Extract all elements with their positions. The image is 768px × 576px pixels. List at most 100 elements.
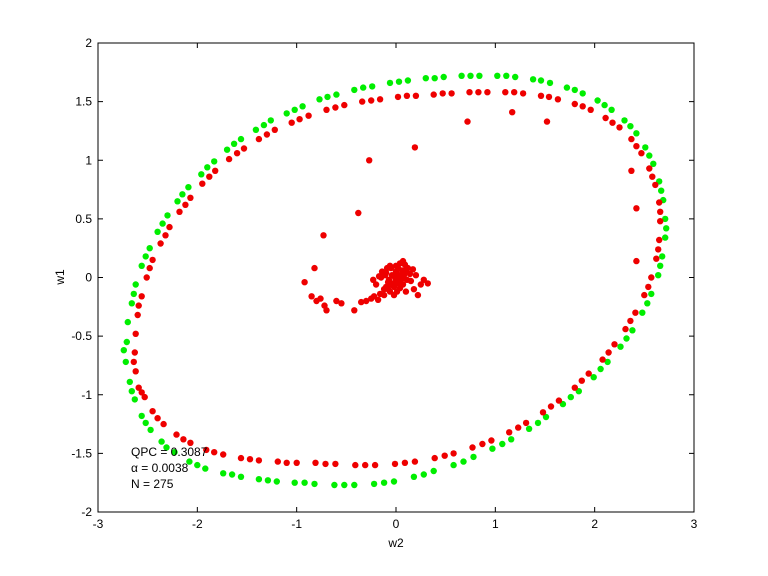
x-tick-label: 3 [691,517,698,531]
data-point [122,358,129,366]
data-point [128,300,135,307]
x-tick-label: -1 [291,517,302,531]
data-point [371,461,379,469]
data-point [464,118,471,125]
data-point [374,296,382,303]
data-point [604,358,611,366]
x-axis: -3 -2 -1 0 1 2 3 [93,43,698,531]
data-point [403,276,411,283]
data-point [386,79,394,87]
data-point [440,73,447,81]
data-point [420,471,427,478]
data-point [571,100,578,108]
data-point [644,300,651,307]
data-point [204,164,211,171]
data-point [211,158,218,165]
data-point [185,184,192,191]
data-point [180,436,187,443]
data-point [376,290,384,298]
data-point [182,201,189,208]
data-point [322,460,329,468]
data-point [633,205,640,212]
data-point [203,446,210,454]
data-point [359,98,366,105]
data-point [223,146,231,153]
annotation-n: N = 275 [131,477,174,491]
data-point [539,409,547,416]
data-point [522,419,530,427]
data-point [130,358,137,366]
data-point [131,349,138,356]
data-point [274,458,281,465]
data-point [563,84,571,91]
data-point [401,261,409,268]
data-point [622,325,629,333]
data-point [120,347,128,354]
data-point [579,103,586,110]
data-point [467,72,474,80]
data-point [176,208,183,215]
y-tick-label: 0.5 [75,212,92,226]
data-point [157,240,164,247]
data-point [585,370,592,377]
data-point [658,187,665,194]
data-point [599,356,606,363]
data-point [499,440,506,448]
data-point [142,419,149,427]
data-point [273,478,280,485]
data-point [370,480,378,488]
data-point [469,444,476,451]
data-point [132,330,139,337]
data-point [650,160,657,167]
data-point [211,449,218,456]
data-point [503,72,510,80]
data-point [220,451,227,458]
data-point [128,388,135,395]
data-point [341,101,348,109]
data-point [305,112,312,119]
data-point [411,144,419,151]
data-point [602,114,609,122]
data-point [652,181,659,189]
data-point [534,419,542,427]
data-point [537,92,545,100]
data-point [141,393,148,401]
data-point [158,438,165,445]
data-point [237,454,245,462]
data-point [174,198,181,205]
data-point [623,335,630,342]
data-point [450,450,457,457]
data-point [199,180,206,187]
data-point [403,92,411,100]
data-point [439,90,446,97]
data-point [362,461,369,469]
data-point [230,140,238,147]
y-tick-label: -1 [81,388,92,402]
data-point [291,106,298,114]
data-point [134,311,141,319]
data-point [135,302,142,309]
data-point [479,440,486,448]
data-point [237,135,245,143]
data-point [255,135,263,143]
data-point [430,467,437,475]
data-point [401,267,409,274]
data-point [142,253,149,260]
data-point [656,236,663,244]
data-point [206,173,213,180]
data-point [587,106,594,114]
data-point [646,152,653,159]
annotation-qpc: QPC = 0.3087 [131,445,208,459]
data-point [301,279,308,286]
data-point [470,453,477,461]
data-point [511,89,518,96]
y-tick-label: 0 [85,271,92,285]
y-tick-label: -2 [81,505,92,519]
data-point [317,295,324,302]
data-point [628,135,635,143]
data-point [355,209,362,217]
x-tick-label: -3 [93,517,104,531]
data-point [378,268,386,275]
data-point [662,234,669,241]
